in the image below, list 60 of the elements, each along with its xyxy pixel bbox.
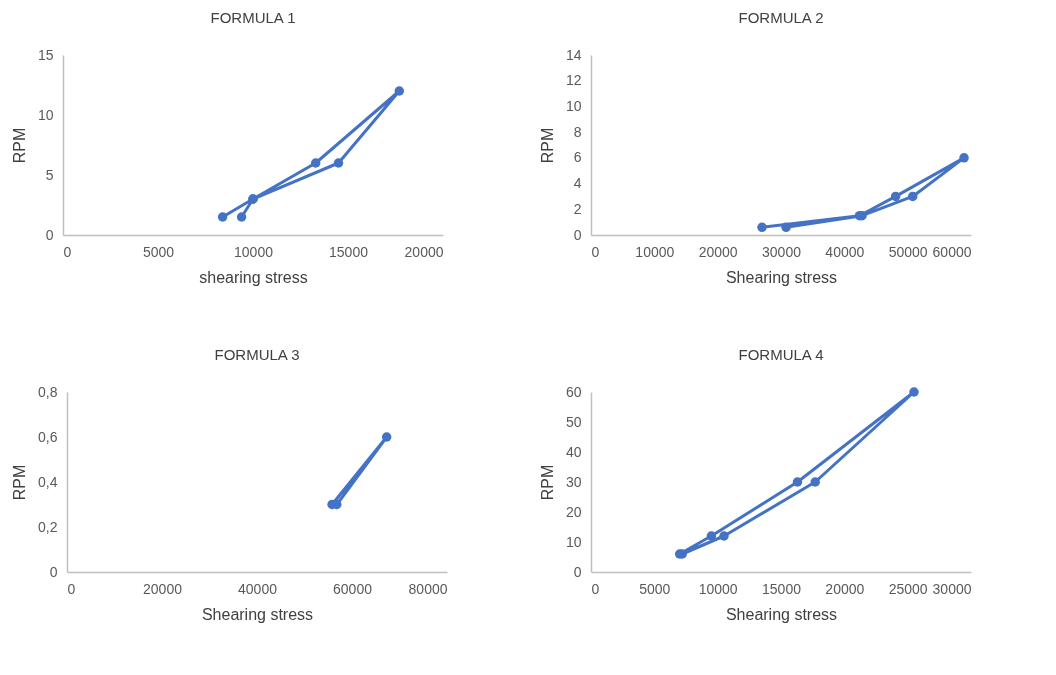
x-tick-label: 20000	[825, 580, 865, 597]
x-tick-label: 40000	[238, 580, 278, 597]
y-tick-label: 6	[573, 149, 582, 166]
y-tick-label: 10	[37, 106, 54, 123]
x-tick-label: 5000	[142, 243, 175, 260]
x-tick-label: 30000	[762, 243, 802, 260]
chart-title: FORMULA 2	[738, 9, 824, 26]
x-tick-label: 5000	[639, 580, 671, 597]
y-tick-label: 14	[565, 46, 582, 63]
chart-title: FORMULA 1	[210, 9, 296, 26]
y-tick-label: 5	[45, 166, 54, 183]
x-axis-title: Shearing stress	[725, 268, 838, 286]
y-tick-label: 0	[573, 563, 582, 580]
y-tick-label: 60	[565, 383, 582, 400]
x-tick-label: 60000	[333, 580, 373, 597]
x-tick-label: 50000	[888, 243, 928, 260]
x-tick-label: 0	[63, 243, 72, 260]
x-tick-label: 0	[591, 243, 600, 260]
y-axis-title: RPM	[538, 464, 556, 501]
x-tick-label: 40000	[825, 243, 865, 260]
y-tick-label: 0,8	[38, 383, 58, 400]
y-tick-label: 15	[37, 46, 54, 63]
y-tick-label: 8	[573, 123, 582, 140]
x-tick-label: 20000	[698, 243, 738, 260]
x-tick-label: 15000	[762, 580, 802, 597]
y-axis-title: RPM	[538, 127, 556, 164]
x-axis-title: Shearing stress	[201, 605, 314, 623]
x-tick-label: 10000	[635, 243, 675, 260]
x-tick-label: 15000	[329, 243, 369, 260]
x-tick-label: 60000	[932, 243, 972, 260]
y-tick-label: 0,4	[38, 473, 58, 490]
y-tick-label: 0	[45, 226, 54, 243]
chart-title: FORMULA 3	[214, 346, 300, 363]
y-tick-label: 0,2	[38, 518, 58, 535]
y-tick-label: 12	[565, 72, 582, 89]
y-tick-label: 0	[49, 563, 58, 580]
chart-title: FORMULA 4	[738, 346, 824, 363]
x-axis-title: shearing stress	[199, 268, 308, 286]
x-tick-label: 20000	[143, 580, 183, 597]
y-tick-label: 20	[565, 503, 582, 520]
x-tick-label: 0	[67, 580, 76, 597]
x-tick-label: 10000	[234, 243, 274, 260]
x-tick-label: 25000	[888, 580, 928, 597]
y-tick-label: 2	[573, 200, 582, 217]
y-tick-label: 40	[565, 443, 582, 460]
y-tick-label: 30	[565, 473, 582, 490]
y-axis-title: RPM	[11, 464, 29, 501]
x-tick-label: 80000	[408, 580, 448, 597]
y-tick-label: 10	[565, 97, 582, 114]
y-tick-label: 0	[573, 226, 582, 243]
x-tick-label: 0	[591, 580, 600, 597]
x-axis-title: Shearing stress	[725, 605, 838, 623]
x-tick-label: 30000	[932, 580, 972, 597]
y-tick-label: 4	[573, 175, 582, 192]
y-tick-label: 50	[565, 413, 582, 430]
x-tick-label: 10000	[698, 580, 738, 597]
y-axis-title: RPM	[10, 127, 28, 164]
y-tick-label: 10	[565, 533, 582, 550]
y-tick-label: 0,6	[38, 428, 58, 445]
x-tick-label: 20000	[404, 243, 444, 260]
